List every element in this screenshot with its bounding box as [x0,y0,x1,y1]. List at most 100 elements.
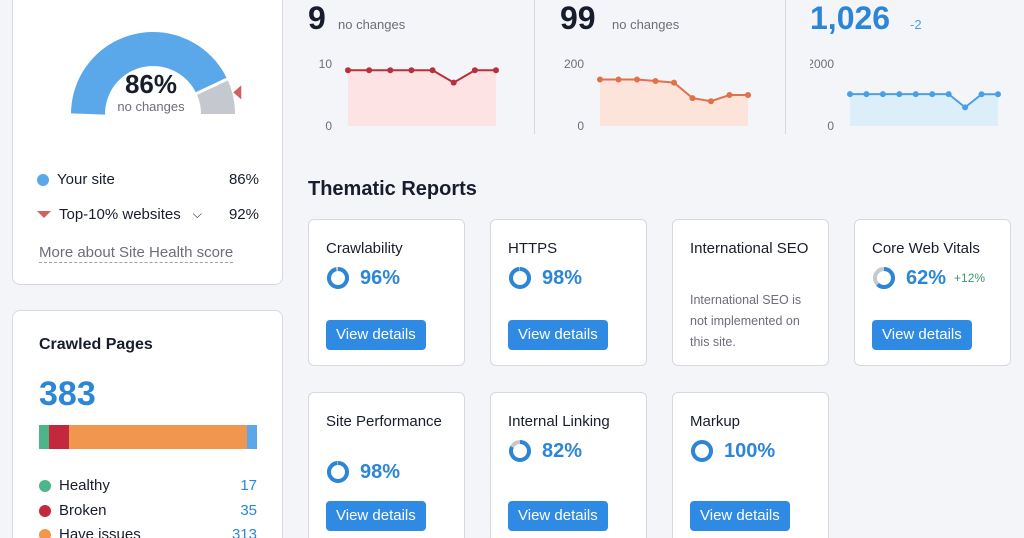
report-name: HTTPS [508,240,558,257]
sparkline-point[interactable] [689,95,696,102]
progress-ring-icon [327,461,349,483]
crawled-row-broken: Broken 35 [39,502,257,519]
bar-issues-segment[interactable] [68,425,247,449]
view-details-button[interactable]: View details [326,501,426,531]
report-delta: +12% [954,271,986,285]
report-score: 82% [508,439,582,463]
report-name: Internal Linking [508,413,610,430]
view-details-button[interactable]: View details [326,320,426,350]
gauge-your-site-arc [71,32,227,115]
broken-count[interactable]: 35 [240,502,257,519]
report-score: 62% +12% [872,266,985,290]
report-name: International SEO [690,240,809,257]
thematic-reports-title: Thematic Reports [308,178,477,200]
sparkline-point[interactable] [429,67,436,74]
sparkline-point[interactable] [634,76,640,83]
sparkline-point[interactable] [671,79,677,86]
sparkline-point[interactable] [471,67,478,74]
y-axis-min-label: 0 [325,119,332,133]
ring-progress [509,440,531,462]
report-note: International SEO is not implemented on … [690,293,802,349]
y-axis-min-label: 0 [827,119,834,133]
gauge-remaining-arc [196,79,235,114]
legend-top10: Top-10% websites ⌵ 92% [37,206,259,223]
sparkline-point[interactable] [493,67,499,74]
crawled-row-issues: Have issues 313 [39,526,257,538]
metric-divider [534,0,535,134]
report-card-markup: Markup 100% View details [672,392,829,538]
metric-notices-value[interactable]: 1,026 [810,0,891,36]
sparkline-point[interactable] [345,67,351,74]
issues-label: Have issues [59,526,141,538]
crawled-pages-card: Crawled Pages 383 Healthy 17 Broken 35 H… [12,310,283,538]
y-axis-max-label: 2000 [810,57,834,71]
sparkline-point[interactable] [708,98,714,105]
bar-broken-segment[interactable] [48,425,69,449]
sparkline-point[interactable] [652,78,659,85]
crawled-pages-bar[interactable] [39,425,257,449]
report-card-core-web-vitals: Core Web Vitals 62% +12% View details [854,219,1011,366]
broken-dot-icon [39,504,51,517]
sparkline-point[interactable] [597,76,603,83]
top10-dropdown[interactable]: Top-10% websites ⌵ [37,206,202,223]
view-details-button[interactable]: View details [690,501,790,531]
legend-top10-label: Top-10% websites [59,206,181,223]
bar-healthy-segment[interactable] [39,425,49,449]
sparkline-point[interactable] [962,104,969,111]
report-name: Core Web Vitals [872,240,980,257]
sparkline-point[interactable] [896,91,903,98]
sparkline-point[interactable] [847,91,853,98]
sparkline-point[interactable] [879,91,886,98]
sparkline-point[interactable] [745,92,751,98]
top10-marker-icon [233,85,242,100]
sparkline-point[interactable] [726,92,733,98]
site-health-change: no changes [117,99,185,114]
site-health-more-link[interactable]: More about Site Health score [39,244,234,263]
report-name: Markup [690,413,741,430]
sparkline-point[interactable] [978,91,985,98]
sparkline-point[interactable] [387,67,394,74]
crawled-pages-count[interactable]: 383 [39,375,96,413]
view-details-button[interactable]: View details [508,501,608,531]
metric-warnings-sparkline: 2000 [564,57,751,133]
metric-warnings-value[interactable]: 99 [560,0,596,36]
issues-dot-icon [39,528,51,538]
sparkline-point[interactable] [945,91,952,98]
sparkline-area [850,94,998,126]
sparkline-point[interactable] [408,67,415,74]
healthy-count[interactable]: 17 [240,477,257,494]
report-percent: 82% [542,439,583,462]
bar-other-segment[interactable] [246,425,257,449]
ring-progress [327,267,349,289]
report-name: Site Performance [326,413,442,430]
sparkline-point[interactable] [615,76,622,83]
top10-triangle-icon [37,211,51,218]
progress-ring-icon [873,267,895,289]
ring-progress [509,267,531,289]
sparkline-point[interactable] [450,79,457,86]
healthy-label: Healthy [59,477,110,494]
progress-ring-icon [509,440,531,462]
view-details-button[interactable]: View details [872,320,972,350]
progress-ring-icon [509,267,531,289]
metric-notices: 1,026 -2 2000 0 [810,0,1010,140]
issues-count[interactable]: 313 [231,526,257,538]
sparkline-area [600,79,748,126]
progress-ring-icon [327,267,349,289]
sparkline-point[interactable] [863,91,870,98]
sparkline-point[interactable] [366,67,373,74]
view-details-button[interactable]: View details [508,320,608,350]
progress-ring-icon [691,440,713,462]
metric-notices-sparkline: 2000 0 [810,57,1001,133]
report-percent: 98% [360,460,401,483]
metric-errors-value[interactable]: 9 [308,0,326,36]
sparkline-point[interactable] [929,91,936,98]
sparkline-point[interactable] [995,91,1001,98]
broken-label: Broken [59,502,107,519]
gauge-separator [194,77,229,96]
report-score: 100% [690,439,775,463]
report-card-crawlability: Crawlability 96% View details [308,219,465,366]
legend-your-site: Your site 86% [37,171,259,188]
sparkline-point[interactable] [912,91,919,98]
metric-warnings: 99 no changes 200 0 [560,0,760,140]
